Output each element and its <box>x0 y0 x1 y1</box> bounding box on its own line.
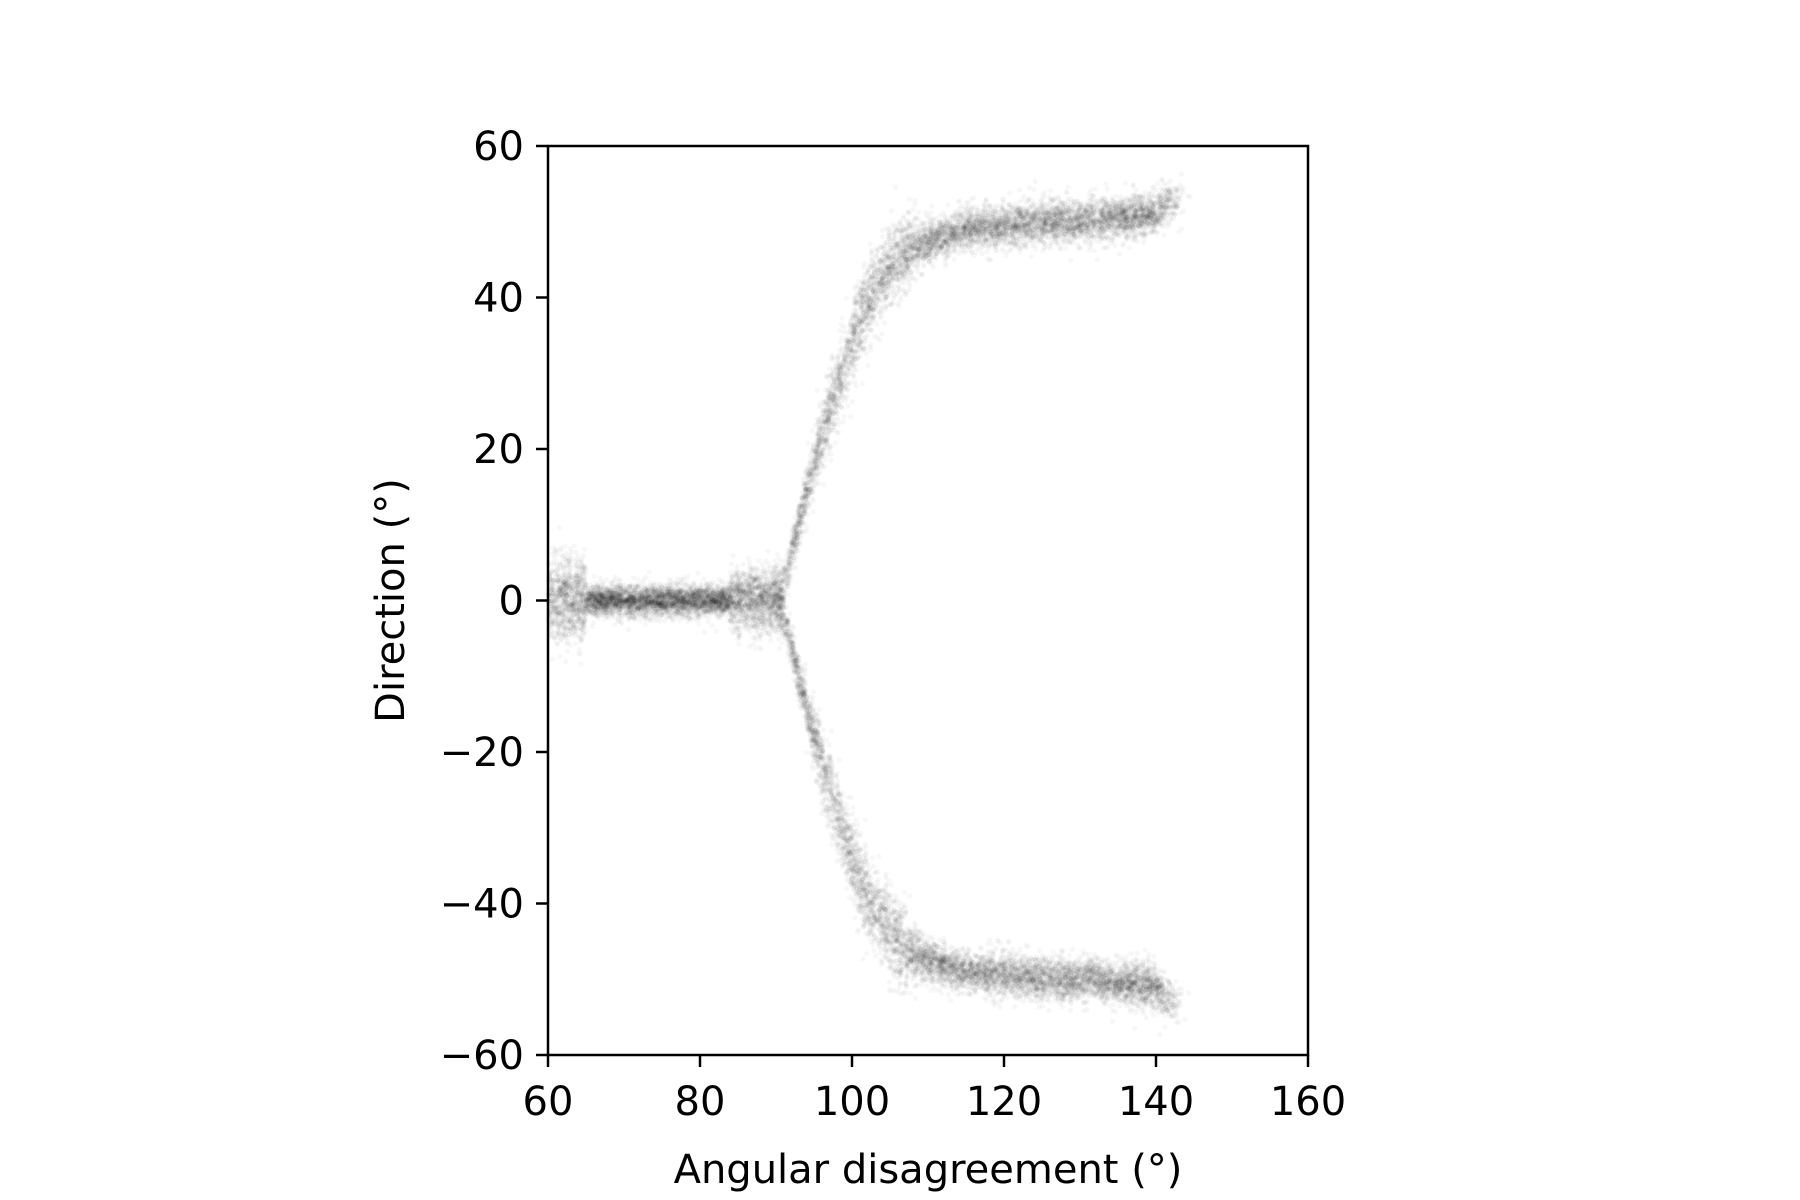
data-point-central <box>604 577 609 582</box>
data-point-central <box>550 656 555 661</box>
data-point-central <box>746 556 751 561</box>
data-point-central <box>679 577 684 582</box>
data-point-central <box>552 555 557 560</box>
data-point-central <box>705 619 710 624</box>
data-point-central <box>737 626 742 631</box>
data-point-central <box>578 639 583 644</box>
data-point-central <box>591 620 596 625</box>
data-point-central <box>557 562 562 567</box>
data-point-central <box>592 574 597 579</box>
data-point-central <box>747 644 752 649</box>
data-point-central <box>761 566 766 571</box>
data-point-central <box>756 558 761 563</box>
data-point-central <box>755 615 760 620</box>
data-point-central <box>714 629 719 634</box>
data-point-central <box>556 604 561 609</box>
data-point-central <box>695 571 700 576</box>
data-point-central <box>572 543 577 548</box>
data-point-central <box>582 547 587 552</box>
data-point-central <box>643 622 648 627</box>
data-point-central <box>752 635 757 640</box>
data-point-central <box>711 580 716 585</box>
data-point-central <box>732 625 737 630</box>
data-point-central <box>717 577 722 582</box>
data-point-central <box>768 638 773 643</box>
scatter-points <box>545 171 1193 1037</box>
data-point-central <box>759 647 764 652</box>
data-point-central <box>765 549 770 554</box>
data-point-central <box>552 621 557 626</box>
data-point-central <box>677 618 682 623</box>
data-point-central <box>557 525 562 530</box>
data-point-central <box>748 629 753 634</box>
data-point-central <box>738 576 743 581</box>
data-point-central <box>710 623 715 628</box>
data-point-central <box>558 637 563 642</box>
data-point-central <box>550 582 555 587</box>
data-point-central <box>647 570 652 575</box>
data-point-central <box>674 582 679 587</box>
data-point-central <box>565 648 570 653</box>
data-point-central <box>576 651 581 656</box>
data-point-central <box>569 550 574 555</box>
data-point-central <box>730 553 735 558</box>
data-point-central <box>702 630 707 635</box>
data-point-central <box>661 583 666 588</box>
data-point-central <box>573 641 578 646</box>
data-point-central <box>758 632 763 637</box>
data-point-central <box>648 580 653 585</box>
data-point-central <box>563 659 568 664</box>
data-point-central <box>551 562 556 567</box>
data-point-central <box>740 570 745 575</box>
data-point-central <box>652 580 657 585</box>
data-point-central <box>616 577 621 582</box>
data-point-central <box>590 584 595 589</box>
data-point-central <box>626 627 631 632</box>
data-point-central <box>574 562 579 567</box>
data-point-central <box>669 583 674 588</box>
data-point-central <box>581 553 586 558</box>
data-point-central <box>637 618 642 623</box>
data-point-central <box>741 562 746 567</box>
data-point-central <box>760 562 765 567</box>
data-point-central <box>579 662 584 667</box>
data-point-central <box>557 579 562 584</box>
data-point-central <box>729 562 734 567</box>
data-point-central <box>567 610 572 615</box>
data-point-central <box>557 654 562 659</box>
data-point-central <box>763 631 768 636</box>
data-point-central <box>707 614 712 619</box>
data-point-central <box>735 564 740 569</box>
data-point-central <box>631 575 636 580</box>
data-point-central <box>685 574 690 579</box>
